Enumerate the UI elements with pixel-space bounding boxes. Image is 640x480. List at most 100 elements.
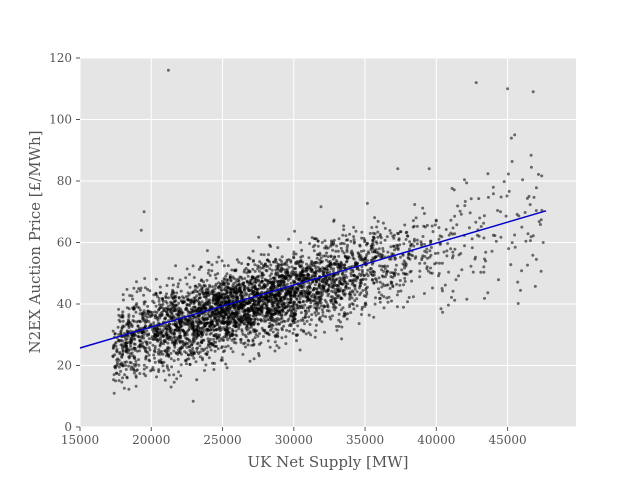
data-point	[249, 325, 253, 329]
data-point	[376, 230, 380, 234]
data-point	[226, 285, 230, 289]
data-point	[130, 339, 134, 342]
data-point	[330, 299, 334, 302]
data-point	[270, 285, 273, 289]
data-point	[117, 333, 121, 336]
data-point	[120, 339, 124, 343]
data-point	[398, 279, 402, 282]
data-point	[299, 311, 303, 315]
data-point	[402, 242, 406, 246]
data-point	[420, 258, 424, 262]
data-point	[173, 328, 177, 332]
data-point	[172, 343, 176, 347]
data-point	[300, 248, 304, 252]
data-point	[377, 290, 381, 294]
data-point	[206, 321, 210, 325]
data-point	[436, 251, 440, 255]
data-point	[220, 356, 224, 360]
data-point	[317, 317, 321, 321]
data-point	[364, 301, 368, 305]
data-point	[482, 270, 486, 274]
data-point	[182, 296, 186, 300]
data-point	[469, 197, 473, 201]
data-point	[115, 350, 119, 354]
data-point	[158, 285, 162, 289]
data-point	[382, 295, 386, 299]
data-point	[274, 257, 278, 261]
data-point	[294, 290, 298, 294]
data-point	[224, 345, 228, 349]
data-point	[313, 274, 317, 278]
data-point	[441, 289, 444, 293]
data-point	[371, 235, 375, 239]
regression-line-group	[79, 210, 547, 349]
data-point	[228, 293, 232, 297]
data-point	[324, 258, 328, 262]
data-point	[244, 266, 248, 270]
data-point	[307, 277, 311, 281]
data-point	[117, 318, 121, 322]
data-point	[370, 278, 374, 281]
data-point	[425, 267, 429, 271]
data-point	[393, 248, 396, 252]
data-point	[231, 329, 235, 333]
data-point	[124, 368, 128, 371]
data-point	[433, 252, 437, 255]
data-point	[409, 243, 413, 247]
data-point	[433, 262, 437, 266]
data-point	[257, 278, 260, 282]
data-point	[256, 264, 260, 268]
data-point	[415, 242, 419, 246]
data-point	[260, 326, 264, 330]
data-point	[378, 296, 382, 300]
data-point	[396, 272, 400, 276]
data-point	[165, 364, 169, 368]
data-point	[231, 283, 235, 287]
data-point	[257, 352, 261, 355]
data-point	[132, 342, 136, 346]
y-tick-label: 120	[49, 51, 72, 65]
data-point	[187, 298, 191, 302]
data-point	[266, 288, 270, 291]
data-point	[218, 293, 222, 297]
data-point	[241, 352, 245, 356]
data-point	[509, 136, 513, 140]
data-point	[439, 307, 443, 311]
data-point	[252, 293, 256, 297]
data-point	[470, 246, 474, 250]
data-point	[327, 260, 330, 264]
data-point	[245, 271, 249, 275]
data-point	[355, 290, 359, 294]
data-point	[224, 329, 228, 333]
data-point	[258, 260, 262, 264]
data-point	[242, 281, 246, 285]
data-point	[447, 270, 451, 274]
data-point	[321, 266, 325, 270]
data-point	[351, 256, 355, 260]
data-point	[121, 315, 125, 319]
data-point	[147, 346, 151, 350]
data-point	[327, 292, 331, 296]
data-point	[164, 354, 168, 358]
data-point	[287, 317, 291, 321]
data-point	[200, 300, 204, 304]
data-point	[135, 280, 138, 284]
data-point	[242, 270, 246, 274]
data-point	[510, 241, 514, 245]
data-point	[299, 276, 303, 280]
data-point	[300, 284, 304, 288]
data-point	[375, 280, 379, 284]
data-point	[386, 300, 390, 304]
data-point	[341, 233, 345, 237]
data-point	[365, 285, 369, 289]
data-point	[219, 326, 223, 330]
data-point	[290, 265, 294, 269]
data-point	[129, 367, 133, 371]
data-point	[172, 349, 176, 353]
data-point	[153, 347, 157, 351]
data-point	[191, 341, 195, 345]
data-point	[374, 255, 378, 259]
data-point	[342, 251, 346, 255]
data-point	[204, 363, 208, 367]
data-point	[246, 343, 250, 347]
